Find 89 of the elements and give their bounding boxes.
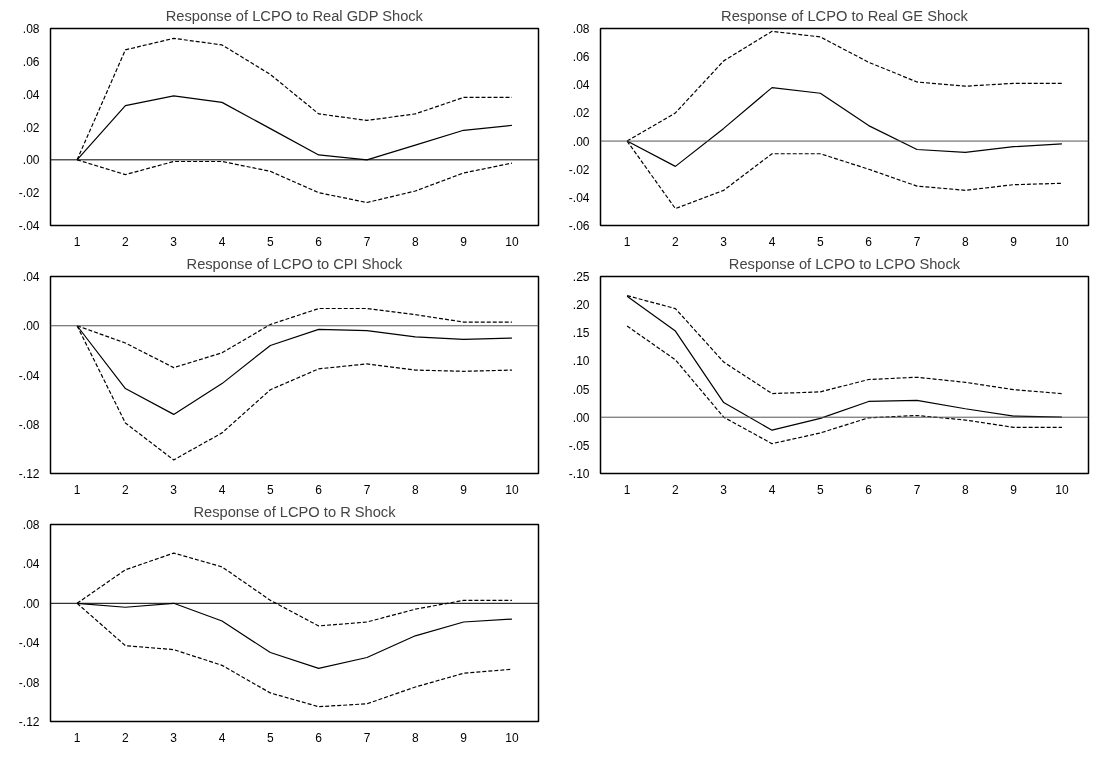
x-tick-label: 3 <box>720 482 728 497</box>
y-tick-label: -.04 <box>18 219 40 233</box>
x-tick-label: 2 <box>672 482 680 497</box>
y-tick-label: -.08 <box>18 675 40 690</box>
chart-title: Response of LCPO to Real GDP Shock <box>165 7 424 24</box>
x-tick-label: 5 <box>267 234 274 249</box>
x-tick-label: 7 <box>363 730 371 745</box>
x-tick-label: 1 <box>73 234 81 249</box>
y-tick-label: .08 <box>572 22 590 36</box>
y-tick-label: .06 <box>572 50 590 65</box>
x-tick-label: 4 <box>218 730 226 745</box>
x-tick-label: 10 <box>505 730 519 745</box>
y-tick-label: .05 <box>572 382 590 397</box>
x-tick-label: 6 <box>865 482 873 497</box>
y-tick-label: -.02 <box>18 186 40 201</box>
x-tick-label: 10 <box>1055 482 1069 497</box>
x-tick-label: 8 <box>411 730 419 745</box>
x-tick-label: 8 <box>961 482 969 497</box>
y-tick-label: -.04 <box>18 368 40 383</box>
y-tick-label: .04 <box>22 557 40 572</box>
y-tick-label: .20 <box>572 298 590 313</box>
y-tick-label: .08 <box>22 22 40 36</box>
y-tick-label: .02 <box>22 120 40 135</box>
x-tick-label: 6 <box>315 482 323 497</box>
x-tick-label: 6 <box>865 234 873 249</box>
x-tick-label: 3 <box>170 730 178 745</box>
y-tick-label: -.12 <box>18 467 40 481</box>
y-tick-label: -.04 <box>18 636 40 651</box>
x-tick-label: 5 <box>267 730 274 745</box>
x-tick-label: 8 <box>961 234 969 249</box>
y-tick-label: -.06 <box>568 219 590 233</box>
x-tick-label: 4 <box>768 234 776 249</box>
x-tick-label: 1 <box>623 234 631 249</box>
x-tick-label: 1 <box>73 482 81 497</box>
x-tick-label: 5 <box>267 482 274 497</box>
x-tick-label: 2 <box>122 482 130 497</box>
x-tick-label: 3 <box>170 482 178 497</box>
y-tick-label: -.05 <box>568 438 590 453</box>
chart-title: Response of LCPO to LCPO Shock <box>728 255 961 272</box>
x-tick-label: 9 <box>460 482 468 497</box>
x-tick-label: 9 <box>1010 482 1018 497</box>
x-tick-label: 2 <box>122 730 130 745</box>
y-tick-label: .04 <box>22 270 40 284</box>
y-tick-label: .15 <box>572 326 590 341</box>
x-tick-label: 10 <box>505 234 519 249</box>
x-tick-label: 5 <box>817 234 824 249</box>
y-tick-label: -.02 <box>568 162 590 177</box>
chart-title: Response of LCPO to CPI Shock <box>186 255 404 272</box>
y-tick-label: .00 <box>22 153 40 168</box>
x-tick-label: 3 <box>170 234 178 249</box>
x-tick-label: 7 <box>913 234 921 249</box>
x-tick-label: 4 <box>218 482 226 497</box>
chart-title: Response of LCPO to R Shock <box>193 503 397 520</box>
x-tick-label: 1 <box>623 482 631 497</box>
y-tick-label: .04 <box>572 78 590 93</box>
x-tick-label: 2 <box>122 234 130 249</box>
x-tick-label: 10 <box>505 482 519 497</box>
y-tick-label: .25 <box>572 270 590 284</box>
y-tick-label: -.10 <box>568 467 590 481</box>
x-tick-label: 6 <box>315 730 323 745</box>
y-tick-label: .10 <box>572 354 590 369</box>
x-tick-label: 4 <box>218 234 226 249</box>
y-tick-label: .00 <box>572 410 590 425</box>
x-tick-label: 9 <box>1010 234 1018 249</box>
x-tick-label: 4 <box>768 482 776 497</box>
y-tick-label: .04 <box>22 87 40 102</box>
x-tick-label: 6 <box>315 234 323 249</box>
x-tick-label: 5 <box>817 482 824 497</box>
y-tick-label: .00 <box>572 134 590 149</box>
y-tick-label: -.04 <box>568 190 590 205</box>
y-tick-label: -.12 <box>18 715 40 729</box>
x-tick-label: 9 <box>460 730 468 745</box>
x-tick-label: 1 <box>73 730 81 745</box>
x-tick-label: 9 <box>460 234 468 249</box>
x-tick-label: 7 <box>913 482 921 497</box>
y-tick-label: .06 <box>22 54 40 69</box>
x-tick-label: 7 <box>363 482 371 497</box>
y-tick-label: .00 <box>22 596 40 611</box>
y-tick-label: .00 <box>22 319 40 334</box>
y-tick-label: .08 <box>22 518 40 532</box>
x-tick-label: 3 <box>720 234 728 249</box>
x-tick-label: 8 <box>411 482 419 497</box>
x-tick-label: 10 <box>1055 234 1069 249</box>
y-tick-label: .02 <box>572 106 590 121</box>
y-tick-label: -.08 <box>18 417 40 432</box>
x-tick-label: 2 <box>672 234 680 249</box>
chart-title: Response of LCPO to Real GE Shock <box>721 7 969 24</box>
x-tick-label: 7 <box>363 234 371 249</box>
x-tick-label: 8 <box>411 234 419 249</box>
